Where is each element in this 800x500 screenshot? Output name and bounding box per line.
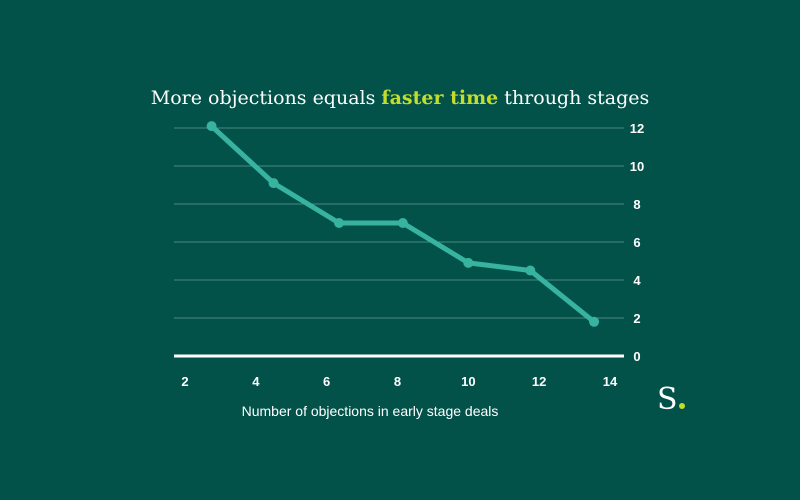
y-tick-label: 4 bbox=[633, 273, 641, 288]
x-tick-label: 4 bbox=[252, 374, 260, 389]
data-point bbox=[334, 218, 345, 228]
data-point bbox=[463, 257, 474, 268]
data-point bbox=[206, 121, 217, 132]
x-axis-label: Number of objections in early stage deal… bbox=[241, 403, 499, 419]
y-tick-label: 8 bbox=[633, 197, 640, 212]
data-point bbox=[589, 316, 600, 327]
x-tick-label: 12 bbox=[532, 374, 546, 389]
x-tick-label: 2 bbox=[181, 374, 188, 389]
brand-logo: S bbox=[657, 382, 685, 417]
data-point bbox=[525, 265, 536, 276]
logo-letter: S bbox=[657, 382, 678, 417]
x-tick-label: 8 bbox=[394, 374, 401, 389]
data-point bbox=[268, 178, 279, 189]
title-highlight: faster time bbox=[381, 87, 499, 109]
y-tick-label: 2 bbox=[633, 311, 640, 326]
y-tick-label: 6 bbox=[633, 235, 640, 250]
y-tick-label: 12 bbox=[630, 121, 644, 136]
data-point bbox=[397, 218, 408, 228]
x-tick-label: 14 bbox=[603, 374, 618, 389]
y-tick-label: 0 bbox=[633, 349, 640, 364]
title-part: More objections equals bbox=[150, 87, 382, 109]
chart-title: More objections equals faster time throu… bbox=[0, 87, 800, 109]
x-tick-label: 10 bbox=[461, 374, 475, 389]
title-part: through stages bbox=[498, 87, 650, 109]
x-tick-label: 6 bbox=[323, 374, 330, 389]
y-tick-label: 10 bbox=[630, 159, 644, 174]
logo-dot bbox=[678, 403, 685, 409]
